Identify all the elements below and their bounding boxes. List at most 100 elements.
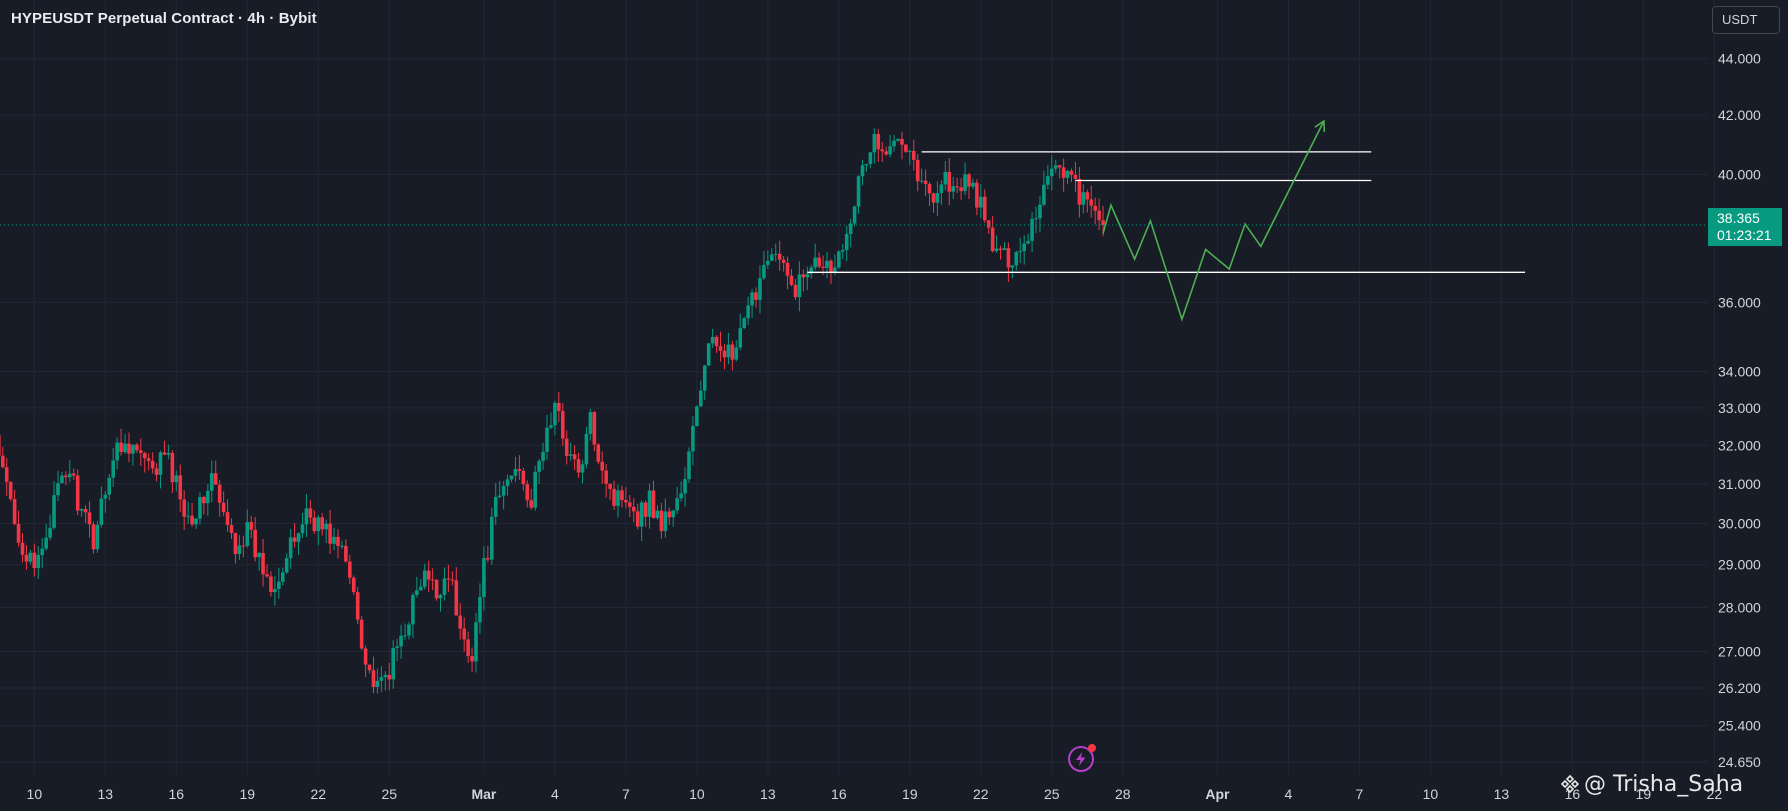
candle-body: [935, 193, 940, 203]
candle-body: [355, 592, 360, 620]
candle-body: [229, 525, 234, 533]
candle-body: [87, 512, 92, 525]
candle-body: [738, 328, 743, 348]
candle-body: [178, 475, 183, 500]
candle-body: [48, 527, 52, 538]
candle-body: [304, 508, 309, 525]
candle-body: [671, 510, 676, 518]
projection-arrowhead: [1314, 119, 1326, 132]
candle-body: [198, 496, 202, 519]
candle-body: [241, 545, 246, 547]
candle-body: [28, 552, 33, 562]
candle-body: [438, 594, 443, 599]
projection-path: [1102, 119, 1326, 322]
candle-body: [158, 452, 163, 475]
candle-body: [407, 624, 411, 636]
candle-body: [344, 545, 348, 562]
candle-body: [1026, 240, 1030, 244]
candle-body: [221, 502, 226, 513]
candle-body: [766, 260, 770, 265]
x-tick-label: 10: [1423, 786, 1439, 802]
candle-body: [604, 470, 608, 484]
flash-icon[interactable]: [1068, 744, 1096, 772]
candle-body: [911, 150, 916, 160]
candle-body: [308, 508, 313, 518]
candle-body: [36, 555, 41, 569]
candle-body: [667, 511, 672, 518]
candle-body: [517, 469, 522, 471]
candle-body: [375, 680, 380, 687]
candle-body: [990, 227, 995, 252]
x-tick-label: 22: [973, 786, 989, 802]
candle-body: [316, 517, 321, 532]
candle-body: [967, 174, 971, 187]
candle-body: [947, 172, 952, 192]
candle-body: [762, 264, 766, 279]
candle-body: [635, 511, 640, 527]
candle-body: [474, 622, 478, 662]
candle-body: [979, 196, 983, 208]
candle-body: [533, 471, 537, 508]
candle-body: [83, 509, 88, 513]
candle-body: [1053, 165, 1058, 169]
candle-body: [576, 459, 581, 473]
candle-body: [1085, 192, 1090, 200]
candle-body: [0, 435, 1, 456]
time-axis[interactable]: 10 13 16 19 22 25 Mar 4 7 10 13 16 19 22 25 28 Apr 4 7 10 13…: [27, 786, 1723, 802]
candle-body: [194, 518, 198, 525]
price-axis[interactable]: 44.000 42.000 40.000 36.000 34.000 33.000 32.0…: [1718, 51, 1761, 770]
candle-body: [127, 443, 131, 454]
candle-body: [769, 254, 774, 261]
candle-body: [44, 537, 48, 549]
candle-body: [919, 180, 924, 182]
candle-body: [52, 495, 56, 528]
candle-body: [300, 524, 305, 534]
candle-body: [470, 656, 474, 662]
candle-body: [876, 133, 881, 150]
candle-body: [915, 159, 920, 182]
candle-body: [363, 648, 368, 665]
candle-body: [166, 452, 171, 455]
x-tick-label: 16: [169, 786, 185, 802]
candle-body: [261, 552, 265, 575]
candle-body: [541, 451, 545, 462]
horizontal-levels: [807, 151, 1526, 273]
x-tick-label: 7: [1356, 786, 1364, 802]
candle-body: [872, 133, 877, 153]
candle-body: [750, 292, 754, 306]
candle-body: [40, 548, 45, 556]
candle-body: [529, 500, 534, 508]
candle-body: [139, 450, 143, 454]
candle-body: [426, 570, 431, 580]
candle-body: [225, 512, 230, 526]
candle-body: [580, 464, 585, 473]
candle-body: [209, 473, 214, 491]
candle-body: [797, 274, 802, 298]
candle-body: [162, 452, 167, 455]
x-tick-label: 7: [622, 786, 630, 802]
candle-body: [24, 554, 29, 562]
candle-body: [458, 615, 463, 629]
candle-body: [931, 193, 936, 203]
candle-body: [249, 522, 254, 530]
candle-body: [817, 257, 821, 267]
y-tick-label: 24.650: [1718, 754, 1761, 770]
candle-body: [722, 350, 727, 358]
x-tick-label: 13: [98, 786, 114, 802]
candle-body: [123, 443, 127, 453]
candle-body: [975, 182, 979, 208]
candle-body: [805, 273, 810, 278]
candle-body: [1049, 168, 1054, 177]
y-tick-label: 42.000: [1718, 107, 1761, 123]
candle-body: [265, 574, 269, 577]
x-tick-label: 13: [1494, 786, 1510, 802]
candle-body: [785, 262, 790, 276]
candle-body: [466, 639, 470, 657]
candle-body: [860, 165, 865, 177]
candle-body: [628, 502, 632, 507]
currency-unit-button[interactable]: USDT: [1712, 6, 1780, 34]
x-tick-label: 22: [1707, 786, 1723, 802]
candle-body: [746, 305, 750, 319]
candlestick-series: [0, 128, 1105, 694]
